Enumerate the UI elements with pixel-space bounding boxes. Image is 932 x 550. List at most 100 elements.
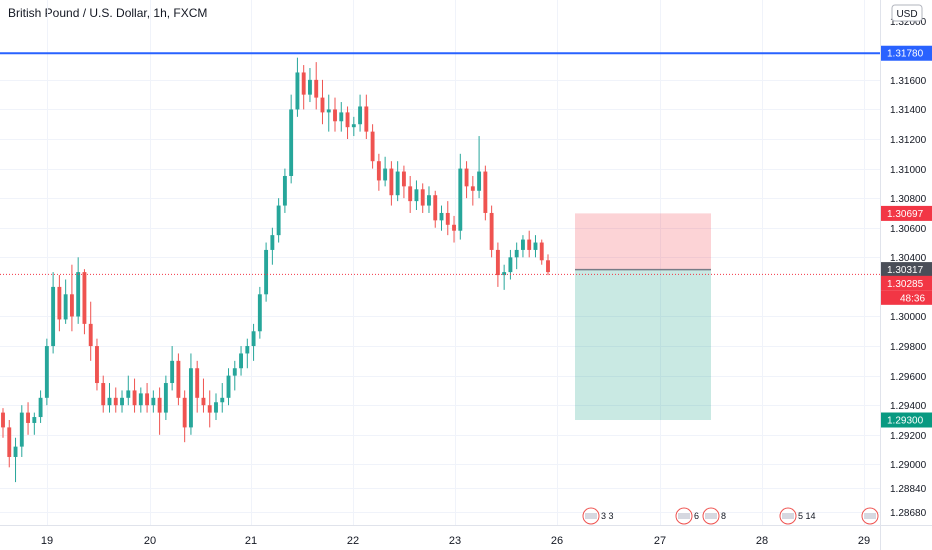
- flag-stripe: [782, 513, 794, 519]
- candle: [489, 205, 494, 258]
- candle-body: [452, 224, 456, 231]
- candle-body: [539, 242, 544, 261]
- candle: [1, 408, 5, 438]
- price-tick-label: 1.32000: [890, 17, 927, 28]
- candle: [44, 338, 49, 406]
- candle-body: [257, 294, 262, 332]
- candle-body: [326, 109, 331, 113]
- candle: [69, 264, 74, 332]
- stop-price-badge-background: [881, 205, 932, 221]
- candle: [533, 235, 538, 258]
- entry-price-badge[interactable]: 1.30317: [881, 262, 932, 278]
- candle: [401, 165, 406, 199]
- candle: [214, 393, 218, 420]
- candle: [88, 301, 93, 361]
- candle-body: [51, 286, 56, 347]
- flag-stripe: [705, 513, 717, 519]
- entry-price-badge-text: 1.30317: [887, 265, 924, 276]
- candle-body: [239, 353, 243, 369]
- candle-body: [339, 112, 344, 122]
- candle-body: [232, 368, 237, 376]
- candle: [527, 230, 532, 258]
- candle: [495, 242, 500, 287]
- last-price-badge-text: 1.30285: [887, 279, 924, 290]
- candle: [13, 437, 18, 483]
- candle-body: [163, 383, 168, 413]
- candle: [163, 375, 168, 420]
- candle: [295, 57, 300, 117]
- candle: [76, 257, 81, 324]
- last-price-badge[interactable]: 1.30285: [881, 275, 932, 291]
- stop-price-badge[interactable]: 1.30697: [881, 205, 932, 221]
- candle: [420, 183, 425, 213]
- candle-body: [82, 272, 87, 324]
- candle-body: [345, 112, 350, 128]
- candle: [201, 378, 206, 413]
- event-count-label: 3 3: [601, 511, 614, 521]
- time-axis[interactable]: 19 20 21 22 23 26 27 28 29: [0, 525, 932, 548]
- candle-body: [245, 346, 250, 354]
- target-price-badge[interactable]: 1.29300: [881, 412, 932, 428]
- candle-body: [414, 189, 419, 202]
- price-tick-label: 1.31200: [890, 135, 927, 146]
- candle: [239, 346, 243, 376]
- horizontal-line-price-badge-background: [881, 45, 932, 61]
- candle: [502, 264, 507, 290]
- candle: [477, 136, 482, 199]
- candle-body: [76, 272, 81, 317]
- economic-event-marker[interactable]: 5 14: [779, 507, 816, 525]
- candle: [521, 235, 525, 258]
- candle-body: [376, 161, 381, 181]
- candle-body: [351, 124, 356, 128]
- stop-loss-zone[interactable]: [575, 213, 711, 270]
- candle-body: [157, 397, 162, 413]
- candle: [38, 390, 43, 423]
- candle: [132, 378, 137, 413]
- candle: [220, 383, 225, 413]
- candle: [445, 201, 450, 236]
- candle: [113, 387, 118, 413]
- candle-body: [1, 412, 5, 428]
- candle-body: [502, 272, 507, 276]
- candle-body: [514, 249, 519, 258]
- candle-body: [395, 171, 400, 196]
- candle-body: [264, 249, 269, 295]
- candle: [26, 402, 30, 435]
- candle-body: [445, 212, 450, 225]
- candle: [257, 286, 262, 339]
- price-axis[interactable]: 1.32000 1.31600 1.31400 1.31200 1.31000 1.308…: [880, 0, 932, 550]
- candle: [95, 338, 99, 391]
- candle-body: [389, 168, 394, 196]
- candle-body: [314, 79, 319, 98]
- candle-body: [464, 168, 469, 187]
- economic-events[interactable]: 3 3 6 8 5 14: [582, 507, 879, 525]
- target-price-badge-text: 1.29300: [887, 416, 924, 427]
- candle-body: [508, 257, 513, 273]
- candle-body: [151, 397, 156, 406]
- candle-body: [477, 171, 482, 191]
- economic-event-marker[interactable]: 3 3: [582, 507, 614, 525]
- candle-body: [19, 412, 24, 447]
- candle: [32, 412, 37, 435]
- economic-event-marker[interactable]: 6: [675, 507, 699, 525]
- horizontal-line-price-badge[interactable]: 1.31780: [881, 45, 932, 61]
- candle: [314, 62, 319, 110]
- candle: [170, 346, 175, 391]
- candle: [57, 275, 62, 332]
- price-tick-label: 1.29200: [890, 431, 927, 442]
- economic-event-marker[interactable]: 8: [702, 507, 726, 525]
- candle-body: [458, 168, 463, 231]
- flag-stripe: [864, 513, 876, 519]
- currency-label: USD: [896, 9, 917, 20]
- candle-body: [276, 205, 281, 236]
- bar-countdown-background: [881, 290, 932, 305]
- event-count-label: 5 14: [798, 511, 816, 521]
- economic-event-marker[interactable]: [861, 507, 879, 525]
- candle-body: [521, 239, 525, 250]
- last-price-badge-background: [881, 275, 932, 291]
- take-profit-zone[interactable]: [575, 269, 711, 420]
- short-position-tool[interactable]: [575, 213, 711, 420]
- candle: [270, 227, 275, 265]
- currency-badge[interactable]: USD: [891, 4, 923, 22]
